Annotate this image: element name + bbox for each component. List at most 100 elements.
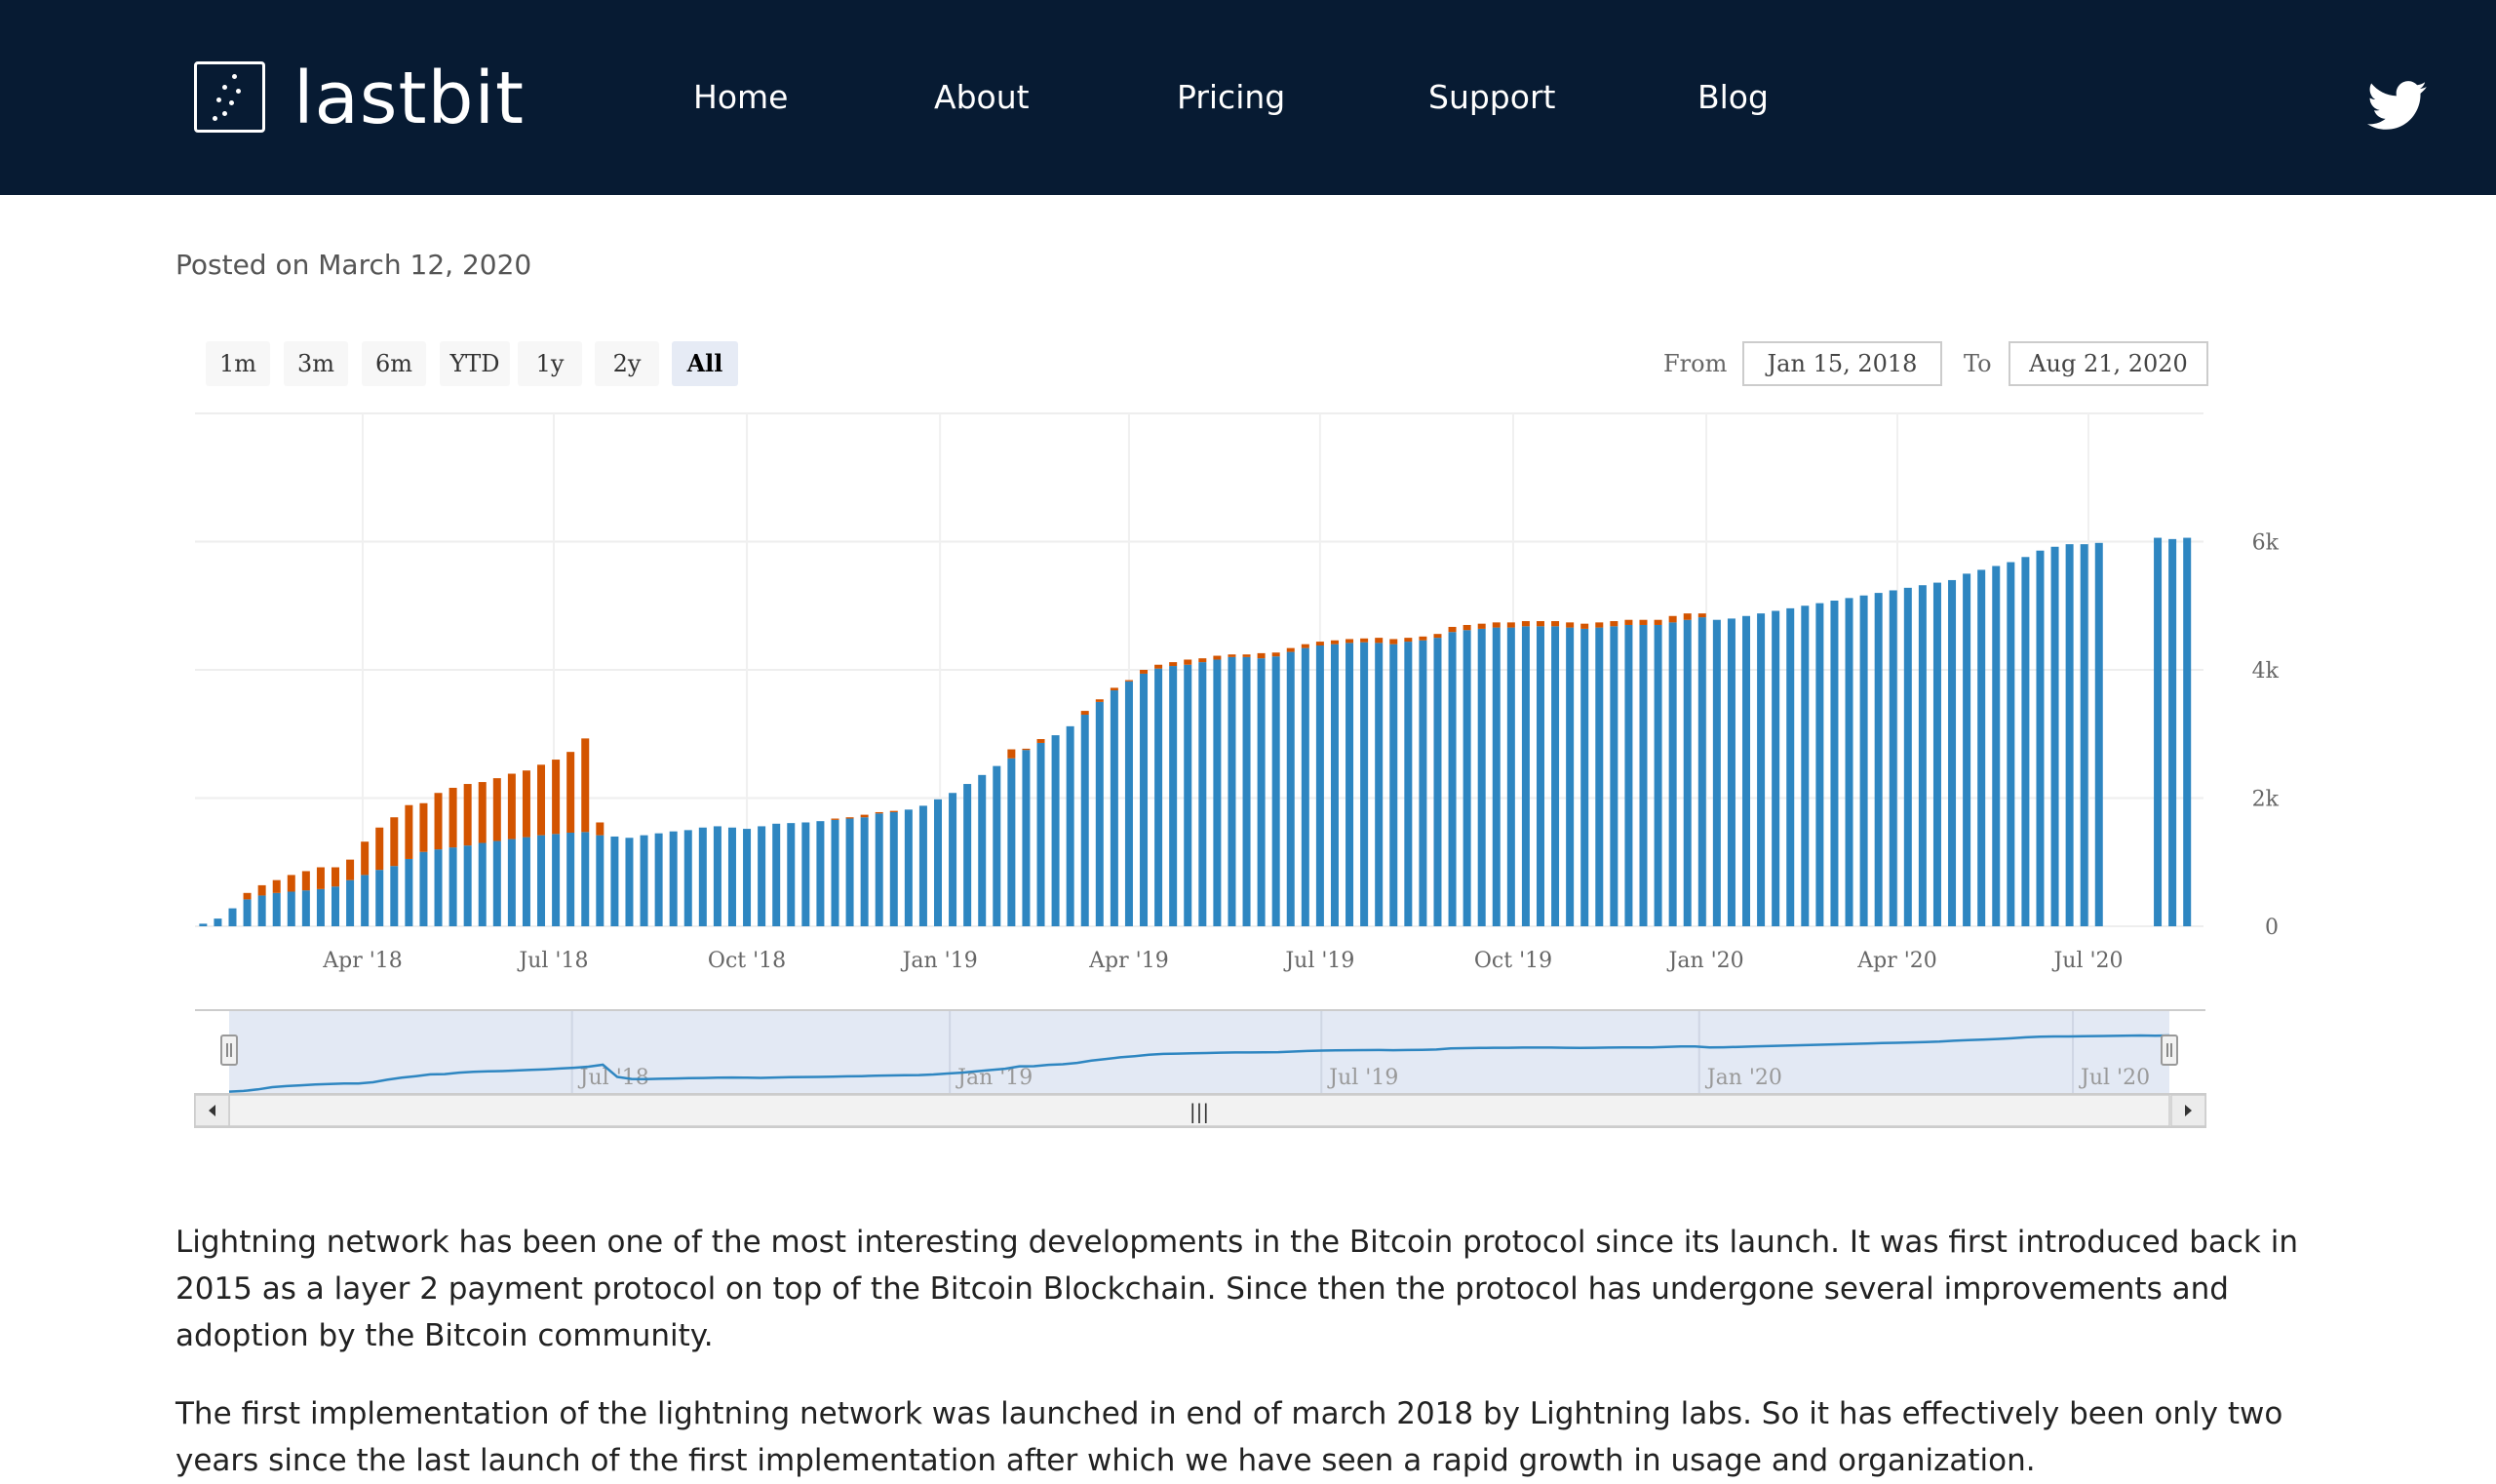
bar-series-1 (1404, 642, 1413, 926)
bar-series-1 (1066, 725, 1074, 926)
bar-series-2 (1169, 662, 1178, 667)
bar-series-1 (1727, 618, 1736, 926)
bar-series-2 (478, 782, 487, 843)
bar-series-2 (522, 770, 530, 838)
range-all-button[interactable]: All (672, 341, 738, 386)
bar-series-1 (904, 809, 913, 926)
navigator-tick-label: Jul '19 (1327, 1066, 1398, 1090)
range-1m-button[interactable]: 1m (206, 341, 270, 386)
bar-series-2 (1242, 654, 1251, 657)
range-3m-button[interactable]: 3m (284, 341, 348, 386)
bar-series-1 (272, 892, 281, 926)
from-date-input[interactable]: Jan 15, 2018 (1742, 341, 1942, 386)
bar-series-1 (1375, 643, 1384, 926)
range-6m-button[interactable]: 6m (362, 341, 426, 386)
bar-series-2 (1610, 621, 1618, 627)
bar-series-2 (1683, 613, 1692, 620)
bar-series-1 (845, 818, 854, 926)
bar-series-1 (1963, 573, 1971, 926)
nav-home-link[interactable]: Home (693, 78, 789, 116)
bar-series-1 (993, 765, 1001, 926)
scrollbar-thumb[interactable] (228, 1094, 2170, 1127)
bar-series-1 (2168, 538, 2177, 926)
bar-series-1 (1830, 600, 1839, 926)
lastbit-logo-icon[interactable] (194, 61, 265, 133)
bar-series-1 (1169, 666, 1178, 926)
bar-series-1 (949, 793, 957, 926)
navigator-series-line (228, 1034, 2170, 1093)
bar-series-2 (552, 760, 561, 835)
bar-series-1 (1521, 626, 1530, 926)
bar-series-1 (1022, 750, 1031, 926)
nav-pricing-link[interactable]: Pricing (1177, 78, 1286, 116)
bar-series-2 (301, 871, 310, 891)
bar-series-1 (390, 866, 399, 926)
bar-series-2 (1301, 644, 1309, 648)
bar-series-2 (463, 784, 472, 846)
bar-series-2 (243, 892, 252, 900)
scroll-left-arrow-icon[interactable] (194, 1094, 230, 1127)
bar-series-1 (743, 829, 752, 926)
bar-series-2 (1022, 748, 1031, 751)
bar-series-1 (2094, 542, 2103, 926)
x-axis-tick-label: Jul '18 (517, 949, 588, 973)
bar-series-1 (1639, 624, 1648, 926)
nav-blog-link[interactable]: Blog (1697, 78, 1769, 116)
nav-about-link[interactable]: About (934, 78, 1030, 116)
article-paragraph: Lightning network has been one of the mo… (176, 1225, 2298, 1353)
bar-series-1 (1184, 664, 1192, 926)
bar-series-2 (1360, 638, 1369, 643)
twitter-bird-icon[interactable] (2367, 80, 2428, 133)
bar-series-2 (1462, 624, 1471, 631)
bar-series-1 (1742, 615, 1751, 926)
bar-series-1 (1433, 638, 1442, 926)
chart-navigator[interactable]: Jul '18 Jan '19 Jul '19 Jan '20 Jul '20||| (194, 1009, 2206, 1128)
navigator-left-handle[interactable] (220, 1035, 238, 1066)
bar-series-2 (1315, 642, 1324, 646)
bar-series-1 (1301, 647, 1309, 926)
bar-series-1 (831, 819, 839, 926)
bar-series-2 (831, 818, 839, 820)
bar-series-1 (1859, 595, 1868, 926)
brand-name[interactable]: lastbit (293, 57, 526, 140)
bar-series-1 (698, 827, 707, 926)
bar-series-1 (1786, 607, 1795, 926)
bar-series-1 (478, 842, 487, 926)
x-axis-tick-label: Jul '20 (2051, 949, 2123, 973)
bar-series-1 (316, 888, 325, 926)
bar-series-2 (1036, 739, 1045, 743)
bar-series-1 (1140, 673, 1149, 926)
bar-series-1 (625, 838, 634, 926)
bar-series-1 (610, 836, 619, 926)
bar-series-2 (375, 827, 384, 871)
to-date-input[interactable]: Aug 21, 2020 (2008, 341, 2208, 386)
bar-series-1 (1580, 628, 1589, 926)
bar-series-2 (1124, 680, 1133, 682)
bar-series-2 (1095, 699, 1104, 702)
range-2y-button[interactable]: 2y (595, 341, 659, 386)
scroll-right-arrow-icon[interactable] (2170, 1094, 2206, 1127)
bar-series-1 (332, 886, 340, 926)
bar-series-2 (1389, 639, 1398, 644)
bar-series-2 (889, 810, 898, 812)
bar-series-2 (405, 804, 413, 859)
bar-series-1 (1462, 630, 1471, 926)
chart-bars (199, 537, 2192, 926)
bar-series-2 (1551, 621, 1560, 627)
bar-series-1 (1977, 569, 1986, 926)
scroll-left-arrow-shape (209, 1105, 215, 1116)
bar-series-1 (1506, 627, 1515, 926)
x-axis-tick-label: Jan '20 (1667, 949, 1744, 973)
navigator-right-handle[interactable] (2161, 1035, 2178, 1066)
bar-series-1 (1712, 619, 1721, 926)
bar-series-1 (889, 811, 898, 926)
bar-series-2 (507, 773, 516, 840)
bar-series-1 (1124, 681, 1133, 926)
bar-series-1 (1257, 658, 1266, 926)
bar-series-2 (1228, 654, 1236, 657)
range-1y-button[interactable]: 1y (518, 341, 582, 386)
navigator-handle-box (2161, 1035, 2178, 1066)
nav-support-link[interactable]: Support (1428, 78, 1556, 116)
range-ytd-button[interactable]: YTD (440, 341, 510, 386)
y-axis-tick-label: 4k (2252, 659, 2280, 683)
